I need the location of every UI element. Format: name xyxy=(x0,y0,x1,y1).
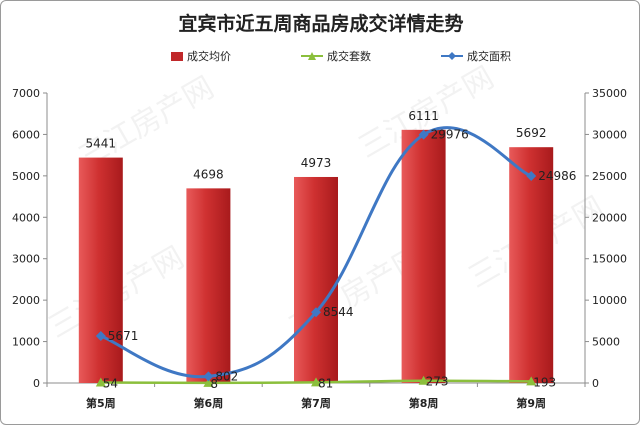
bars xyxy=(78,129,554,383)
y-right-tick-label: 10000 xyxy=(592,294,627,307)
lines xyxy=(95,126,537,387)
y-left-tick-label: 1000 xyxy=(12,336,40,349)
legend-label-area: 成交面积 xyxy=(467,50,511,63)
bar-data-label: 4698 xyxy=(193,167,224,181)
units-data-label: 273 xyxy=(426,375,449,389)
point-area xyxy=(526,170,537,181)
point-units xyxy=(526,376,537,386)
point-area xyxy=(418,129,429,140)
point-area xyxy=(203,371,214,382)
area-data-label: 802 xyxy=(215,369,238,383)
x-tick-label: 第9周 xyxy=(516,396,546,410)
y-left-tick-label: 5000 xyxy=(12,170,40,183)
bar-avg-price xyxy=(186,188,231,383)
legend-swatch-area xyxy=(441,51,463,61)
x-tick-label: 第5周 xyxy=(86,396,116,410)
x-tick-label: 第6周 xyxy=(194,396,224,410)
point-units xyxy=(418,375,429,385)
y-right-tick-label: 0 xyxy=(592,377,599,390)
legend: 成交均价 成交套数 成交面积 xyxy=(1,47,639,65)
units-data-label: 193 xyxy=(533,375,556,389)
x-tick-label: 第7周 xyxy=(301,396,331,410)
area-data-label: 29976 xyxy=(431,128,469,142)
axes: 0 1000 2000 3000 4000 5000 6000 7000 0 5000 10000 1… xyxy=(12,87,627,410)
bar-data-label: 5692 xyxy=(516,126,547,140)
y-right-tick-label: 20000 xyxy=(592,211,627,224)
y-left-tick-label: 2000 xyxy=(12,294,40,307)
y-right-tick-label: 30000 xyxy=(592,128,627,141)
y-right-tick-label: 5000 xyxy=(592,336,620,349)
y-left-tick-label: 7000 xyxy=(12,87,40,100)
point-area xyxy=(311,307,321,318)
area-data-label: 5671 xyxy=(108,329,139,343)
y-right-tick-label: 25000 xyxy=(592,170,627,183)
x-tick-label: 第8周 xyxy=(409,396,439,410)
units-data-label: 81 xyxy=(318,376,333,390)
chart-title: 宜宾市近五周商品房成交详情走势 xyxy=(178,13,464,35)
legend-item-avg-price: 成交均价 xyxy=(171,47,231,65)
legend-item-area: 成交面积 xyxy=(441,47,511,65)
area-data-label: 24986 xyxy=(538,169,576,183)
y-left-tick-label: 0 xyxy=(33,377,40,390)
point-area xyxy=(95,331,106,342)
point-units xyxy=(95,377,106,387)
legend-swatch-avg-price xyxy=(171,51,183,61)
legend-swatch-units xyxy=(301,51,323,61)
units-data-label: 54 xyxy=(103,377,118,391)
data-labels: 5441 4698 4973 6111 5692 54 8 81 273 193 5671 802 85… xyxy=(86,109,577,391)
point-units xyxy=(203,377,214,387)
point-units xyxy=(311,377,321,387)
legend-item-units: 成交套数 xyxy=(301,47,371,65)
bar-avg-price xyxy=(78,157,123,383)
bar-data-label: 4973 xyxy=(301,156,332,170)
y-left-tick-label: 6000 xyxy=(12,128,40,141)
bar-data-label: 5441 xyxy=(86,137,117,151)
y-right-tick-label: 35000 xyxy=(592,87,627,100)
y-left-tick-label: 3000 xyxy=(12,253,40,266)
units-data-label: 8 xyxy=(210,377,218,391)
area-data-label: 8544 xyxy=(323,305,354,319)
y-left-tick-label: 4000 xyxy=(12,211,40,224)
bar-avg-price xyxy=(509,147,554,383)
bar-data-label: 6111 xyxy=(408,109,439,123)
bar-avg-price xyxy=(401,129,446,383)
legend-label-units: 成交套数 xyxy=(327,50,371,63)
legend-label-avg-price: 成交均价 xyxy=(187,50,231,63)
y-right-tick-label: 15000 xyxy=(592,253,627,266)
line-area xyxy=(100,126,532,379)
bar-avg-price xyxy=(294,176,338,383)
